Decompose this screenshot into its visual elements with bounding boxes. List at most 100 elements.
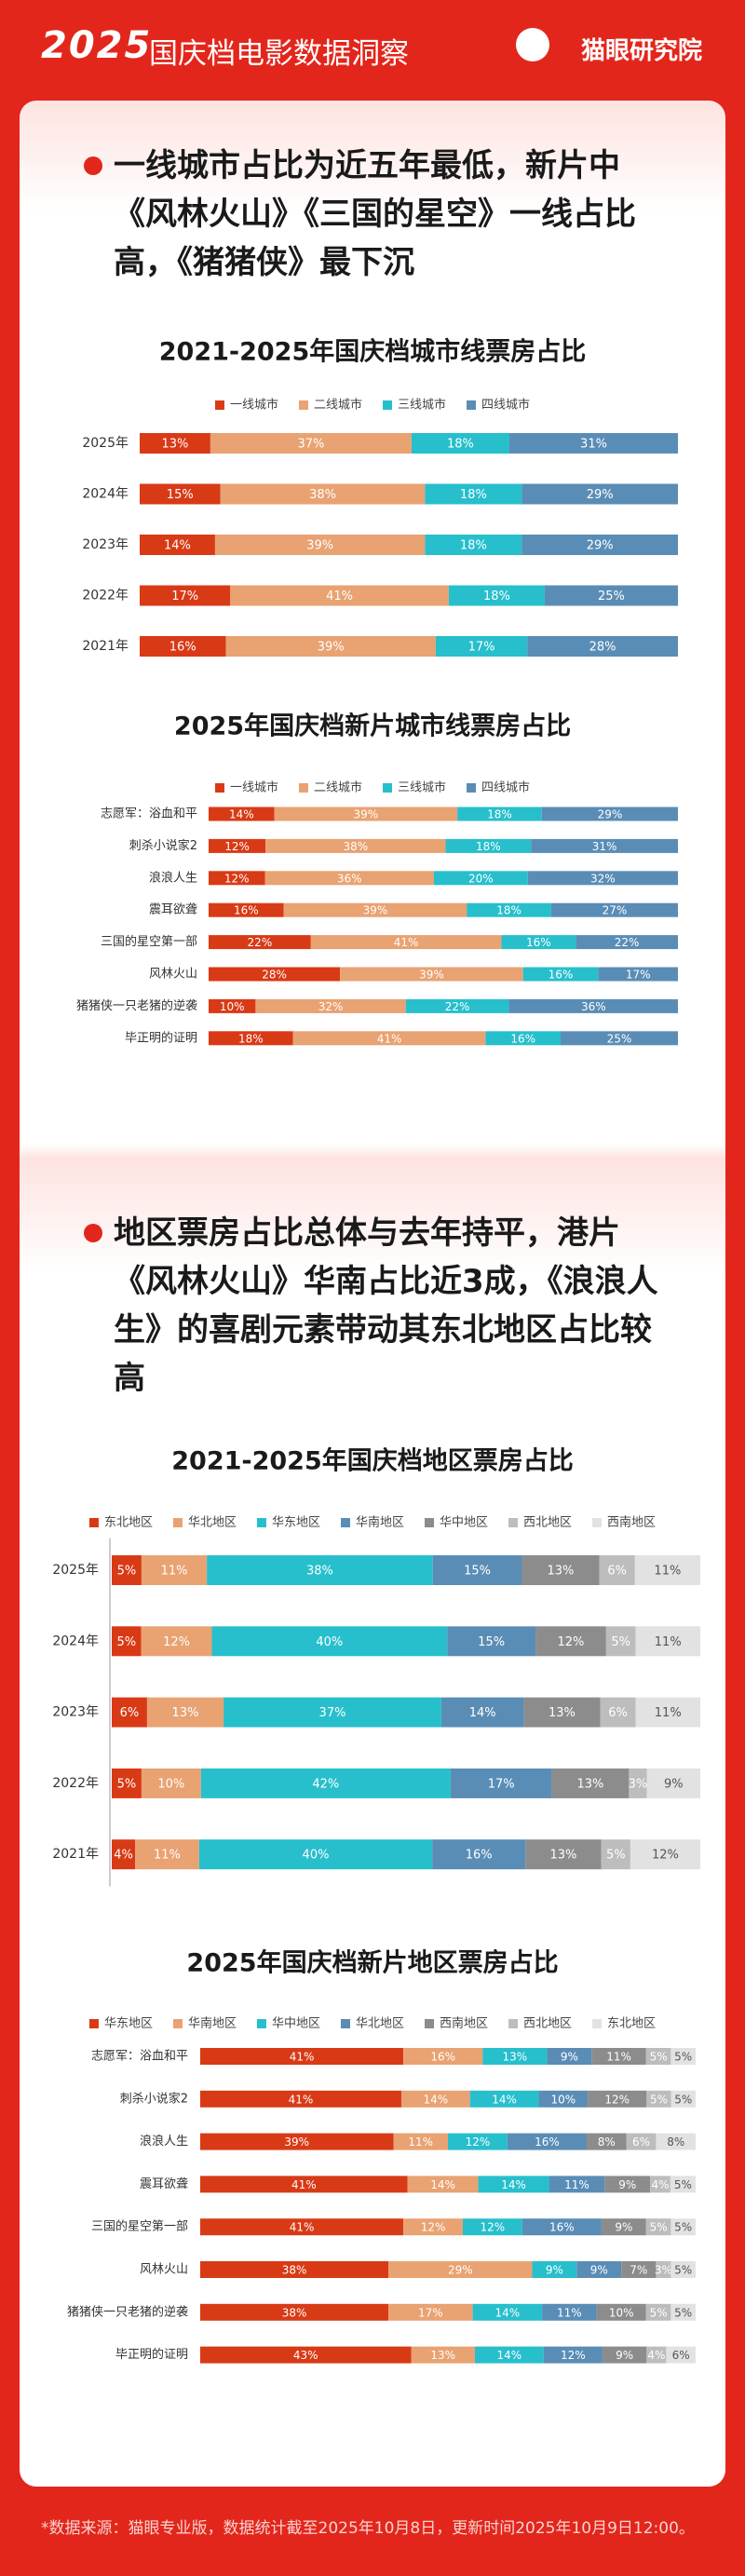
value-label: 13% bbox=[430, 2349, 455, 2362]
value-label: 39% bbox=[363, 904, 388, 917]
category-label: 2021年 bbox=[52, 1847, 99, 1862]
legend-label: 四线城市 bbox=[481, 398, 530, 413]
value-label: 12% bbox=[561, 2349, 586, 2362]
legend-swatch bbox=[592, 1518, 603, 1527]
bar-segment bbox=[211, 1626, 448, 1657]
bar-segment bbox=[388, 2303, 473, 2321]
category-label: 刺杀小说家2 bbox=[129, 838, 197, 853]
value-label: 8% bbox=[598, 2135, 616, 2149]
bar-segment bbox=[538, 2090, 589, 2108]
bar-segment bbox=[112, 1768, 142, 1798]
bar-segment bbox=[670, 2090, 696, 2108]
legend-label: 华中地区 bbox=[440, 1516, 488, 1530]
value-label: 6% bbox=[672, 2349, 690, 2362]
bar-segment bbox=[645, 2048, 671, 2065]
value-label: 5% bbox=[611, 1635, 630, 1649]
value-label: 39% bbox=[284, 2135, 309, 2149]
value-label: 6% bbox=[607, 1565, 627, 1579]
bar-segment bbox=[141, 1555, 208, 1585]
legend-swatch bbox=[172, 2019, 183, 2028]
category-label: 风林火山 bbox=[149, 968, 197, 982]
bar-segment bbox=[522, 535, 678, 555]
value-label: 18% bbox=[483, 590, 510, 603]
category-label: 风林火山 bbox=[140, 2263, 188, 2277]
value-label: 41% bbox=[289, 2093, 314, 2106]
bar-segment bbox=[432, 1839, 526, 1870]
bar-segment bbox=[523, 1697, 601, 1728]
value-label: 6% bbox=[632, 2135, 650, 2149]
value-label: 16% bbox=[234, 904, 259, 917]
brand-icon bbox=[516, 28, 549, 61]
value-label: 38% bbox=[306, 1565, 333, 1579]
bar-segment bbox=[602, 2346, 647, 2364]
bar-segment bbox=[140, 483, 221, 505]
value-label: 41% bbox=[291, 2178, 317, 2191]
bar-segment bbox=[535, 1626, 606, 1657]
value-label: 6% bbox=[120, 1706, 140, 1720]
bar-segment bbox=[141, 1768, 201, 1798]
value-label: 29% bbox=[587, 488, 614, 502]
bar-segment bbox=[448, 585, 545, 606]
bar-segment bbox=[425, 483, 522, 505]
bar-segment bbox=[670, 2218, 696, 2236]
value-label: 11% bbox=[408, 2135, 433, 2149]
bar-segment bbox=[550, 902, 678, 917]
value-label: 18% bbox=[487, 808, 512, 821]
legend-swatch bbox=[214, 783, 224, 793]
value-label: 17% bbox=[488, 1777, 515, 1791]
bar-segment bbox=[604, 2176, 651, 2193]
bar-segment bbox=[200, 2218, 404, 2236]
value-label: 11% bbox=[161, 1565, 188, 1579]
value-label: 5% bbox=[674, 2178, 692, 2191]
value-label: 42% bbox=[312, 1777, 339, 1791]
value-label: 43% bbox=[293, 2349, 318, 2362]
bar-segment bbox=[400, 2090, 470, 2108]
bar-segment bbox=[508, 998, 678, 1013]
legend: 东北地区 华北地区 华东地区 华南地区 华中地区 西北地区 西南地区 bbox=[88, 1515, 656, 1530]
bar-segment bbox=[541, 807, 678, 821]
bar-segment bbox=[457, 807, 542, 821]
bar-segment bbox=[425, 535, 522, 555]
bar-segment bbox=[209, 1031, 293, 1046]
bar-segment bbox=[482, 2048, 548, 2065]
bar-segment bbox=[561, 1031, 678, 1046]
header-title: 国庆档电影数据洞察 bbox=[149, 37, 409, 71]
bar-segment bbox=[670, 2303, 696, 2321]
value-label: 27% bbox=[603, 904, 628, 917]
value-label: 38% bbox=[343, 840, 368, 853]
bar-segment bbox=[146, 1697, 224, 1728]
category-label: 2024年 bbox=[52, 1634, 99, 1648]
value-label: 14% bbox=[430, 2178, 455, 2191]
value-label: 22% bbox=[248, 936, 273, 949]
bar-segment bbox=[666, 2346, 696, 2364]
category-label: 2025年 bbox=[52, 1563, 99, 1578]
value-label: 39% bbox=[306, 539, 333, 553]
bar-segment bbox=[522, 967, 599, 982]
value-label: 12% bbox=[604, 2093, 630, 2106]
value-label: 8% bbox=[667, 2135, 684, 2149]
legend-swatch bbox=[383, 400, 392, 410]
category-label: 三国的星空第一部 bbox=[91, 2219, 188, 2234]
bar-segment bbox=[112, 1555, 142, 1585]
value-label: 9% bbox=[561, 2051, 578, 2064]
bar-segment bbox=[670, 2176, 696, 2193]
value-label: 20% bbox=[468, 872, 494, 885]
chart-title: 2025年国庆档新片城市线票房占比 bbox=[174, 712, 571, 741]
legend-swatch bbox=[298, 783, 308, 793]
bar-segment bbox=[230, 585, 449, 606]
bar-segment bbox=[543, 2346, 603, 2364]
value-label: 5% bbox=[674, 2306, 692, 2319]
value-label: 13% bbox=[172, 1706, 199, 1720]
bar-segment bbox=[255, 998, 406, 1013]
bar-segment bbox=[670, 2048, 696, 2065]
value-label: 28% bbox=[262, 969, 287, 982]
category-label: 刺杀小说家2 bbox=[120, 2091, 188, 2106]
bar-segment bbox=[140, 535, 215, 555]
value-label: 16% bbox=[549, 969, 574, 982]
bar-segment bbox=[588, 2090, 647, 2108]
legend-label: 东北地区 bbox=[104, 1516, 153, 1530]
bar-segment bbox=[670, 2261, 696, 2278]
bullet bbox=[84, 1224, 102, 1242]
bar-segment bbox=[646, 1768, 700, 1798]
